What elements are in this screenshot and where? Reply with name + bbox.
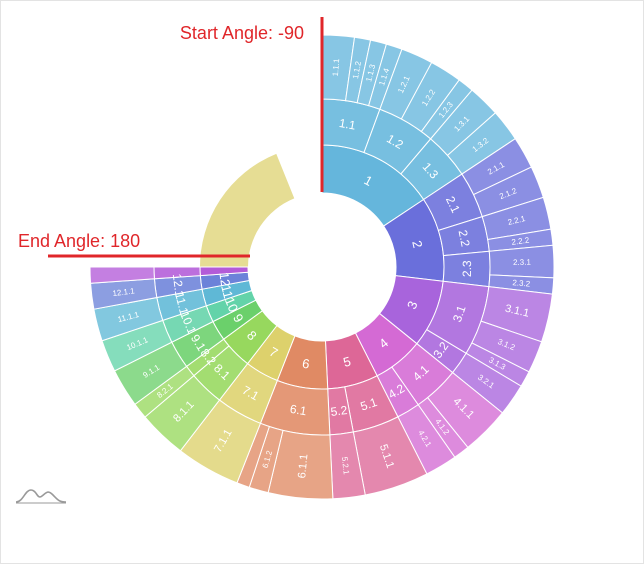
segment-label-6-1-1: 6.1.1	[296, 453, 310, 478]
segment-label-5-1: 5.1	[359, 395, 380, 414]
segment-label-5-2: 5.2	[330, 403, 349, 419]
segment-label-1-1-2: 1.1.2	[351, 60, 363, 80]
segment-label-6: 6	[301, 356, 311, 372]
segment-label-2-1: 2.1	[443, 194, 463, 215]
segment-label-11-1: 11.1	[172, 291, 191, 317]
segment-label-5-2-1: 5.2.1	[340, 456, 351, 475]
segment-unlabeled[interactable]	[89, 266, 155, 284]
segment-label-12-1-1: 12.1.1	[112, 286, 136, 298]
segment-label-3-1-1: 3.1.1	[504, 303, 531, 320]
start-angle-label: Start Angle: -90	[180, 23, 304, 43]
segment-label-2-2-2: 2.2.2	[511, 236, 530, 247]
segment-label-2-2: 2.2	[456, 229, 473, 248]
segment-label-2-3-1: 2.3.1	[513, 258, 532, 267]
segment-label-11: 11	[218, 283, 236, 300]
segment-label-5: 5	[342, 354, 353, 370]
annotation-layer: Start Angle: -90 End Angle: 180	[18, 17, 324, 258]
background-arc-layer	[200, 153, 295, 270]
segment-label-2-2-1: 2.2.1	[507, 214, 527, 227]
segment-label-3-1: 3.1	[450, 303, 469, 324]
segment-label-2-3: 2.3	[460, 260, 474, 277]
segment-label-10: 10	[222, 295, 241, 314]
segment-label-1-1-1: 1.1.1	[331, 58, 341, 77]
segment-label-1-1: 1.1	[338, 116, 357, 133]
chart-library-logo-icon[interactable]	[15, 487, 67, 505]
end-angle-label: End Angle: 180	[18, 231, 140, 251]
segment-layer	[89, 34, 555, 500]
background-arc	[200, 153, 295, 270]
segment-label-12-1: 12.1	[170, 273, 187, 298]
segment-label-2-3-2: 2.3.2	[512, 278, 531, 288]
segment-label-2: 2	[409, 239, 425, 250]
segment-label-6-1: 6.1	[289, 402, 308, 419]
segment-label-12: 12	[216, 271, 233, 287]
segment-label-1-1-3: 1.1.3	[364, 63, 377, 83]
